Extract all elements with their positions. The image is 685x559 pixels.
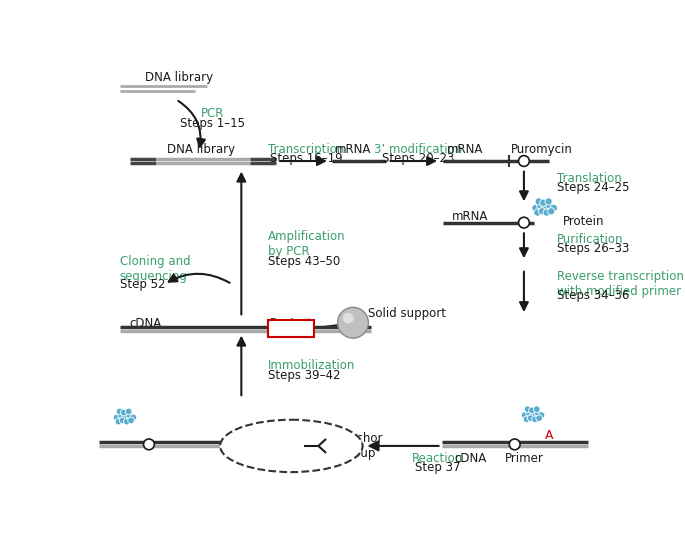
Circle shape <box>534 406 540 413</box>
Text: Primer: Primer <box>506 452 544 465</box>
Text: Step 52: Step 52 <box>120 278 165 291</box>
Circle shape <box>543 209 550 216</box>
Text: B: B <box>292 439 301 453</box>
Circle shape <box>119 417 126 424</box>
Text: DNA library: DNA library <box>167 143 236 156</box>
Circle shape <box>338 307 369 338</box>
Text: Transcription: Transcription <box>268 143 344 156</box>
Text: P: P <box>521 157 527 165</box>
Circle shape <box>538 207 546 215</box>
Circle shape <box>519 217 530 228</box>
Circle shape <box>116 408 123 415</box>
Text: DNA library: DNA library <box>145 72 213 84</box>
Circle shape <box>541 205 548 212</box>
Circle shape <box>530 412 536 419</box>
Circle shape <box>546 202 553 209</box>
Text: Cloning and
sequencing: Cloning and sequencing <box>120 255 190 283</box>
Circle shape <box>115 418 122 425</box>
Circle shape <box>532 205 539 212</box>
Text: Product: Product <box>269 318 312 328</box>
Text: P: P <box>147 440 151 449</box>
Circle shape <box>527 415 534 421</box>
Circle shape <box>113 414 120 421</box>
Text: Steps 16–19: Steps 16–19 <box>270 152 342 165</box>
Text: Solid support: Solid support <box>368 307 446 320</box>
Circle shape <box>545 198 552 205</box>
Circle shape <box>529 407 535 414</box>
Text: cDNA: cDNA <box>454 452 486 465</box>
Circle shape <box>535 198 543 205</box>
Circle shape <box>127 417 134 424</box>
Circle shape <box>144 439 154 450</box>
FancyBboxPatch shape <box>268 320 314 337</box>
Circle shape <box>121 409 127 416</box>
Circle shape <box>538 412 545 419</box>
Text: Steps 26–33: Steps 26–33 <box>557 242 630 255</box>
Circle shape <box>521 412 528 419</box>
Ellipse shape <box>220 420 362 472</box>
Circle shape <box>509 439 520 450</box>
Text: Amplification
by PCR: Amplification by PCR <box>269 230 346 258</box>
Text: A: A <box>545 429 553 442</box>
Text: A: A <box>252 439 262 453</box>
Text: cDNA: cDNA <box>129 317 161 330</box>
Circle shape <box>523 416 530 423</box>
Circle shape <box>130 414 137 421</box>
Text: Reaction: Reaction <box>412 452 463 465</box>
Circle shape <box>519 155 530 167</box>
Text: Immobilization: Immobilization <box>269 359 356 372</box>
Circle shape <box>123 418 130 425</box>
Text: 3’ modification: 3’ modification <box>374 143 462 156</box>
Text: P: P <box>521 218 527 227</box>
Text: Steps 24–25: Steps 24–25 <box>557 182 630 195</box>
Text: Anchor
group: Anchor group <box>341 432 383 460</box>
Circle shape <box>126 412 132 418</box>
Circle shape <box>536 415 543 421</box>
Text: P: P <box>512 440 517 449</box>
Circle shape <box>534 409 540 416</box>
Text: Step 37: Step 37 <box>415 461 460 474</box>
Circle shape <box>547 207 555 215</box>
Text: Translation: Translation <box>557 172 622 185</box>
Circle shape <box>525 406 531 413</box>
Circle shape <box>343 312 353 324</box>
Text: PCR: PCR <box>201 107 225 120</box>
Text: A–B: A–B <box>279 321 301 335</box>
Circle shape <box>125 408 132 415</box>
Text: mRNA: mRNA <box>452 210 488 223</box>
Circle shape <box>525 409 532 416</box>
Circle shape <box>122 414 128 421</box>
Circle shape <box>534 209 541 216</box>
Circle shape <box>540 199 547 206</box>
Text: mRNA: mRNA <box>335 143 371 156</box>
Text: Reverse transcription
with modified primer: Reverse transcription with modified prim… <box>557 271 684 299</box>
Circle shape <box>532 416 538 423</box>
Text: Steps 1–15: Steps 1–15 <box>180 117 245 130</box>
Text: mRNA: mRNA <box>447 143 483 156</box>
Text: Protein: Protein <box>563 215 605 228</box>
Text: Steps 43–50: Steps 43–50 <box>269 254 340 268</box>
Text: Steps 34–36: Steps 34–36 <box>557 289 630 302</box>
Text: Steps 39–42: Steps 39–42 <box>269 368 341 382</box>
Text: Purification: Purification <box>557 233 623 246</box>
Circle shape <box>536 202 544 209</box>
Text: +: + <box>273 439 284 453</box>
Text: Steps 20–23: Steps 20–23 <box>382 152 455 165</box>
Circle shape <box>550 205 558 212</box>
Text: Puromycin: Puromycin <box>511 143 573 156</box>
Circle shape <box>118 412 124 418</box>
